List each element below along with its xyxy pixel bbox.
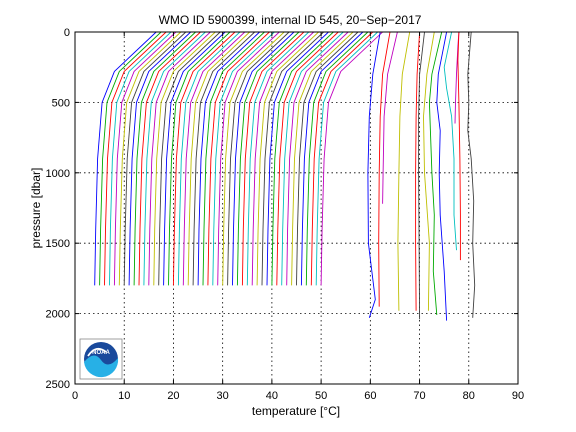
x-tick-label: 60 [364, 390, 376, 402]
x-tick-labels: 0 10 20 30 40 50 60 70 80 90 [72, 390, 524, 402]
profile-line-1 [94, 31, 157, 286]
profile-line-36 [266, 31, 329, 286]
profile-line-20 [187, 31, 251, 286]
profile-line-13 [153, 31, 216, 286]
x-tick-label: 70 [413, 390, 425, 402]
profile-line-40 [286, 31, 349, 286]
profile-line-18 [177, 31, 241, 286]
profile-line-30 [236, 31, 300, 286]
x-tick-label: 30 [217, 390, 229, 402]
y-tick-label: 500 [52, 97, 70, 109]
profile-line-11 [143, 31, 206, 286]
x-tick-label: 80 [463, 390, 475, 402]
profile-line-46 [315, 31, 379, 286]
profile-line-26 [217, 31, 280, 286]
profile-line-19 [182, 31, 246, 286]
profile-line-23 [202, 31, 265, 286]
chart-title: WMO ID 5900399, internal ID 545, 20−Sep−… [159, 13, 422, 27]
x-tick-label: 40 [266, 390, 278, 402]
profile-line-4 [109, 31, 172, 286]
profile-line-25 [212, 31, 275, 286]
x-tick-label: 50 [315, 390, 327, 402]
x-tick-label: 20 [167, 390, 179, 402]
profile-line-28 [227, 31, 290, 286]
profile-line-32 [246, 31, 310, 286]
y-tick-label: 1000 [46, 168, 70, 180]
profile-line-56 [436, 31, 448, 321]
profile-line-10 [138, 31, 201, 286]
y-axis-label: pressure [dbar] [29, 168, 43, 249]
profile-line-39 [281, 31, 344, 286]
profile-line-34 [256, 31, 319, 286]
profile-line-45 [310, 31, 374, 286]
profile-line-9 [133, 31, 196, 286]
profile-line-29 [232, 31, 295, 286]
x-tick-label: 0 [72, 390, 78, 402]
profile-line-48 [367, 31, 381, 318]
profile-line-43 [300, 31, 364, 286]
profile-line-5 [113, 31, 177, 286]
profile-line-44 [305, 31, 369, 286]
profile-line-50 [382, 31, 398, 204]
profile-line-16 [168, 31, 231, 286]
profile-line-47 [320, 31, 383, 286]
profile-line-14 [158, 31, 221, 286]
profile-line-2 [99, 31, 162, 286]
y-tick-label: 2000 [46, 309, 70, 321]
x-axis-label: temperature [°C] [252, 404, 340, 418]
profile-line-24 [207, 31, 270, 286]
profile-line-22 [197, 31, 260, 286]
profiles [94, 31, 476, 321]
profile-line-31 [241, 31, 305, 286]
profile-line-37 [271, 31, 334, 286]
profile-line-52 [415, 31, 421, 311]
profile-line-42 [296, 31, 359, 286]
profile-line-57 [443, 31, 457, 251]
profile-line-53 [418, 31, 425, 320]
noaa-logo-text: NOAA [92, 350, 110, 356]
y-tick-label: 1500 [46, 238, 70, 250]
y-tick-label: 2500 [46, 379, 70, 391]
axis-ticks [74, 31, 519, 385]
profile-line-35 [261, 31, 324, 286]
profile-line-33 [251, 31, 315, 286]
profile-line-60 [467, 31, 476, 318]
plot-frame [74, 31, 519, 385]
profile-line-27 [222, 31, 285, 286]
profile-line-51 [397, 31, 411, 311]
profile-line-54 [423, 31, 435, 311]
profile-line-12 [148, 31, 211, 286]
noaa-logo: NOAA [79, 338, 123, 380]
profile-line-3 [104, 31, 167, 286]
profile-line-7 [123, 31, 187, 286]
profile-line-59 [457, 31, 461, 261]
profile-line-49 [378, 31, 391, 307]
profile-line-21 [192, 31, 256, 286]
profile-line-17 [172, 31, 236, 286]
y-tick-label: 0 [64, 27, 70, 39]
y-tick-labels: 0 500 1000 1500 2000 2500 [46, 27, 70, 391]
x-tick-label: 10 [118, 390, 130, 402]
profile-line-6 [118, 31, 182, 286]
profile-line-41 [291, 31, 354, 286]
profile-line-55 [428, 31, 443, 316]
profile-line-38 [276, 31, 339, 286]
x-tick-label: 90 [512, 390, 524, 402]
profile-line-8 [128, 31, 192, 286]
profile-line-15 [163, 31, 226, 286]
